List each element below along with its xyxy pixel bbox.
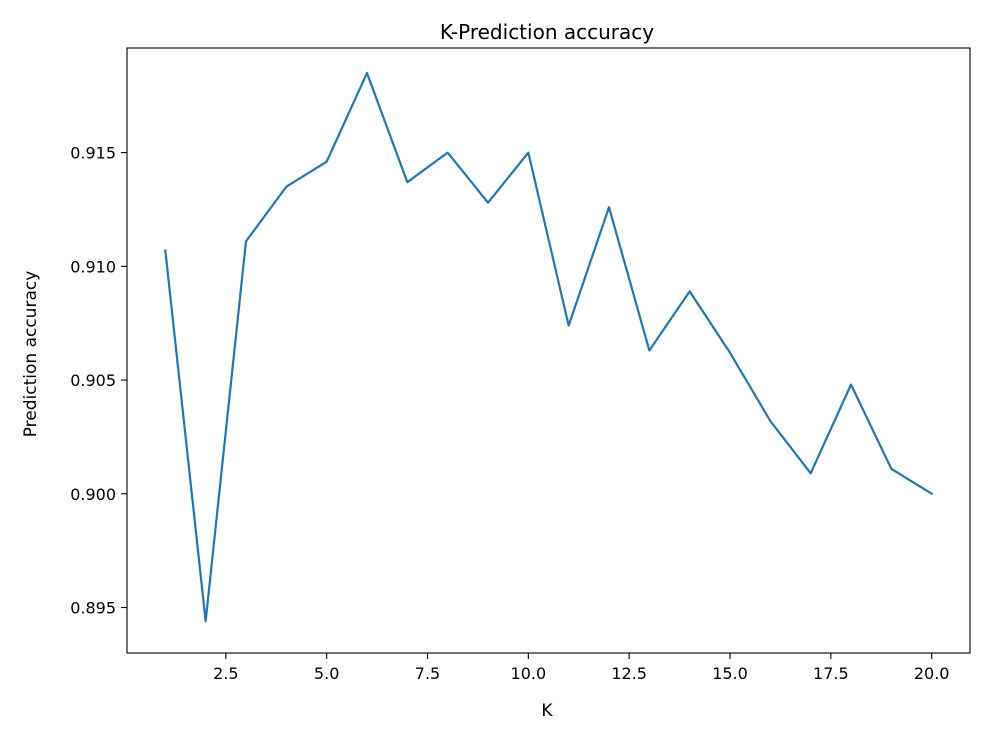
- x-tick-label: 7.5: [415, 664, 440, 683]
- chart-title: K-Prediction accuracy: [440, 20, 654, 44]
- x-tick-label: 15.0: [712, 664, 748, 683]
- y-tick-label: 0.910: [70, 257, 116, 276]
- y-axis-label: Prediction accuracy: [21, 271, 41, 438]
- axes-frame: [126, 47, 971, 654]
- y-tick-label: 0.905: [70, 371, 116, 390]
- x-tick-label: 5.0: [314, 664, 339, 683]
- y-tick-label: 0.900: [70, 485, 116, 504]
- x-tick-label: 20.0: [914, 664, 950, 683]
- x-tick-label: 17.5: [813, 664, 849, 683]
- x-tick-label: 12.5: [611, 664, 647, 683]
- plot-area: 2.5 5.0 7.5 10.0 12.5 15.0 17.5 20.0 0.895 0.900 0…: [70, 47, 971, 683]
- x-tick-label: 10.0: [511, 664, 547, 683]
- y-tick-label: 0.915: [70, 144, 116, 163]
- series-line-0: [164, 71, 934, 623]
- y-tick-label: 0.895: [70, 599, 116, 618]
- x-tick-label: 2.5: [213, 664, 238, 683]
- x-axis-label: K: [541, 701, 553, 721]
